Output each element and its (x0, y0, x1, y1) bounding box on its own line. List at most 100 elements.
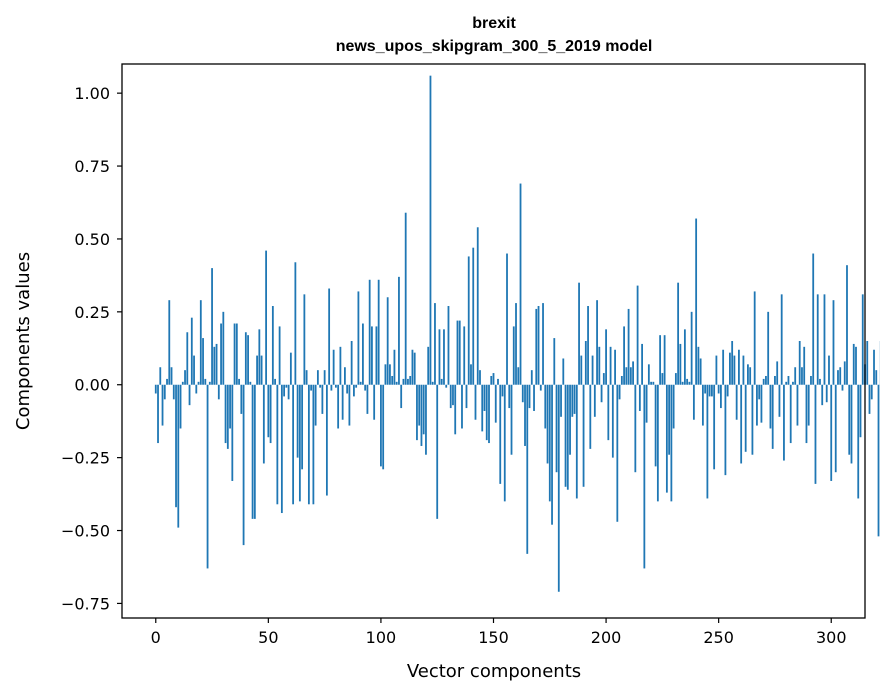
bar (659, 335, 662, 385)
bar (364, 384, 367, 391)
bar (190, 317, 193, 385)
bar (722, 349, 725, 385)
bar (350, 341, 353, 385)
bar (208, 381, 211, 385)
bar (429, 75, 432, 385)
bar (269, 384, 272, 444)
y-tick-label: −0.75 (61, 594, 110, 613)
y-tick-label: −0.50 (61, 522, 110, 541)
bar (819, 378, 821, 385)
bar (359, 381, 362, 385)
bar (325, 384, 328, 496)
bar (837, 370, 839, 385)
bar (280, 384, 283, 514)
bar (557, 384, 560, 592)
bar (769, 384, 772, 429)
bar (546, 384, 549, 464)
bar (476, 227, 479, 385)
bar (713, 384, 716, 470)
bar (467, 256, 470, 385)
bar (161, 384, 164, 426)
bar (384, 364, 387, 385)
bar (303, 294, 306, 385)
bar (706, 384, 709, 499)
bar (481, 384, 484, 432)
bar (449, 384, 452, 409)
chart-subtitle: news_upos_skipgram_300_5_2019 model (336, 38, 653, 55)
bar (749, 367, 752, 385)
bar (344, 367, 346, 385)
bar (454, 384, 457, 435)
x-axis-label: Vector components (407, 661, 581, 682)
bar (656, 384, 659, 502)
bar (855, 346, 857, 385)
bar (647, 364, 650, 385)
bar (663, 335, 666, 385)
bar (584, 341, 587, 385)
bar (575, 384, 578, 499)
bar (641, 343, 643, 385)
bar (616, 384, 619, 522)
bar (398, 276, 400, 385)
bar (632, 361, 634, 385)
bar (274, 378, 276, 385)
bar (569, 384, 571, 455)
bar (515, 303, 517, 385)
bar (841, 384, 844, 391)
bar (877, 384, 880, 537)
bar (593, 384, 596, 417)
bar (271, 306, 274, 385)
bar (380, 384, 382, 467)
bar (233, 323, 236, 385)
bar (163, 384, 166, 400)
bar (443, 329, 445, 385)
bar (224, 384, 227, 444)
bar (314, 384, 317, 426)
bar (528, 384, 531, 409)
bar (382, 384, 385, 470)
bar (434, 303, 436, 385)
bar (681, 381, 684, 385)
bar (391, 375, 394, 385)
bar (357, 291, 360, 385)
bar (652, 381, 655, 385)
bar (562, 358, 565, 385)
bar (267, 384, 270, 438)
bar (828, 355, 830, 385)
bar (242, 384, 245, 546)
bar (747, 364, 749, 385)
bar (472, 247, 475, 385)
bar (645, 384, 648, 423)
bar (287, 384, 290, 400)
bar (668, 384, 671, 455)
bar (512, 326, 515, 385)
bar (184, 370, 186, 385)
bar (222, 311, 225, 385)
bar (199, 300, 202, 385)
bar (220, 323, 222, 385)
bar (548, 384, 551, 502)
bar (821, 384, 824, 406)
bar (720, 384, 722, 409)
bar-series (154, 75, 880, 592)
x-tick-label: 300 (816, 628, 847, 647)
bar (452, 384, 454, 406)
bar (341, 384, 344, 420)
bar (260, 355, 263, 385)
bar (618, 384, 621, 400)
bar (483, 384, 486, 411)
bar (810, 375, 812, 385)
bar (731, 341, 734, 385)
bar (362, 323, 364, 385)
bar (438, 329, 441, 385)
bar (294, 262, 297, 385)
bar (589, 384, 592, 449)
bar (310, 384, 313, 391)
bar (258, 329, 261, 385)
bar (870, 384, 873, 400)
bar (697, 346, 700, 385)
bar (355, 384, 358, 388)
bar (510, 384, 513, 455)
bar (796, 384, 799, 426)
bar (181, 381, 184, 385)
